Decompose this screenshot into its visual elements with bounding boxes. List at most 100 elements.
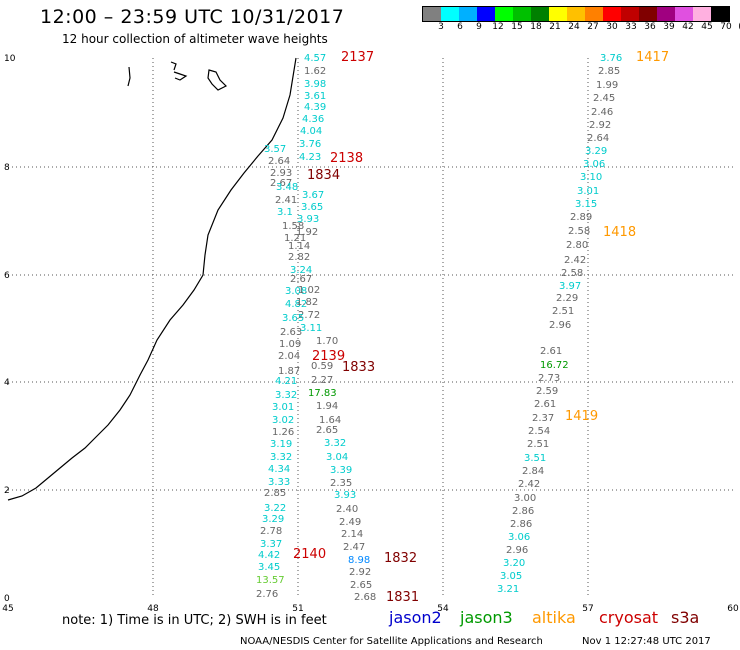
satellite-legend-item: s3a <box>671 608 700 627</box>
wave-height-label: 4.36 <box>302 114 324 125</box>
wave-height-label: 2.92 <box>349 567 371 578</box>
color-swatch <box>621 7 639 21</box>
color-swatch <box>675 7 693 21</box>
wave-height-label: 2.86 <box>512 506 534 517</box>
wave-height-label: 2.64 <box>268 156 290 167</box>
wave-height-label: 2.67 <box>270 178 292 189</box>
observation-labels: 4.57 1.62 3.983.614.394.364.04 3.76 4.23 3.57… <box>256 53 622 603</box>
wave-height-label: 2.89 <box>570 212 592 223</box>
pass-id-label: 1834 <box>307 168 340 183</box>
wave-height-label: 3.33 <box>268 477 290 488</box>
wave-height-label: 2.61 <box>540 346 562 357</box>
footer-timestamp: Nov 1 12:27:48 UTC 2017 <box>582 636 711 647</box>
wave-height-label: 2.46 <box>591 107 613 118</box>
wave-height-label: 3.51 <box>524 453 546 464</box>
lat-tick-label: 2 <box>4 486 10 496</box>
color-scale-label: 39 <box>663 22 675 32</box>
wave-height-label: 3.11 <box>300 323 322 334</box>
wave-height-label: 2.92 <box>589 120 611 131</box>
wave-height-label: 1.58 <box>282 221 304 232</box>
wave-height-label: 2.82 <box>288 252 310 263</box>
color-scale-label: 42 <box>682 22 694 32</box>
color-swatch <box>585 7 603 21</box>
wave-height-label: 3.10 <box>580 172 602 183</box>
wave-height-label: 3.67 <box>302 190 324 201</box>
pass-id-label: 1832 <box>384 551 417 566</box>
wave-height-label: 1.82 <box>296 297 318 308</box>
wave-height-label: 2.61 <box>534 399 556 410</box>
wave-height-label: 2.35 <box>330 478 352 489</box>
wave-height-label: 3.76 <box>299 139 321 150</box>
wave-height-label: 2.67 <box>290 274 312 285</box>
footer-credit: NOAA/NESDIS Center for Satellite Applica… <box>240 636 543 647</box>
color-scale-label: 45 <box>701 22 713 32</box>
island-1 <box>127 66 131 87</box>
color-scale-label: (ft) <box>738 22 740 32</box>
color-swatch <box>513 7 531 21</box>
wave-height-label: 2.72 <box>298 310 320 321</box>
wave-height-label: 16.72 <box>540 360 569 371</box>
wave-height-label: 3.39 <box>330 465 352 476</box>
wave-height-label: 17.83 <box>308 388 337 399</box>
map-title: 12:00 – 23:59 UTC 10/31/2017 <box>40 6 345 28</box>
wave-height-label: 1.02 <box>298 285 320 296</box>
color-swatch <box>459 7 477 21</box>
color-scale-label: 12 <box>492 22 504 32</box>
pass-id-label: 1419 <box>565 409 598 424</box>
lat-tick-label: 0 <box>4 594 10 604</box>
pass-id-label: 2140 <box>293 547 326 562</box>
wave-height-label: 2.45 <box>593 93 615 104</box>
wave-height-label: 2.40 <box>336 504 358 515</box>
lat-tick-label: 4 <box>4 378 10 388</box>
wave-height-label: 1.87 <box>278 366 300 377</box>
wave-height-label: 3.32 <box>324 438 346 449</box>
pass-id-label: 2137 <box>341 50 374 65</box>
wave-height-label: 4.21 <box>275 376 297 387</box>
wave-height-label: 1.62 <box>304 66 326 77</box>
lat-tick-label: 8 <box>4 163 10 173</box>
lon-tick-label: 54 <box>437 604 449 614</box>
wave-height-label: 2.63 <box>280 327 302 338</box>
wave-height-label: 3.97 <box>559 281 581 292</box>
wave-height-label: 3.93 <box>334 490 356 501</box>
pass-id-label: 1417 <box>636 50 669 65</box>
wave-height-label: 2.58 <box>568 226 590 237</box>
wave-height-label: 3.19 <box>270 439 292 450</box>
wave-height-label: 3.65 <box>301 202 323 213</box>
wave-height-label: 3.08 <box>285 286 307 297</box>
wave-height-label: 3.76 <box>600 53 622 64</box>
color-swatch <box>657 7 675 21</box>
wave-height-label: 4.82 <box>285 299 307 310</box>
wave-height-label: 2.47 <box>343 542 365 553</box>
wave-height-label: 2.68 <box>354 592 376 603</box>
wave-height-label: 2.64 <box>587 133 609 144</box>
wave-height-label: 3.22 <box>264 503 286 514</box>
coastline-mainland <box>7 57 297 501</box>
wave-height-label: 3.61 <box>304 91 326 102</box>
wave-height-label: 3.37 <box>260 539 282 550</box>
color-scale-label: 9 <box>476 22 482 32</box>
color-scale-label: 21 <box>549 22 561 32</box>
wave-height-label: 3.05 <box>500 571 522 582</box>
satellite-legend-item: altika <box>532 608 576 627</box>
wave-height-label: 3.1 <box>277 207 293 218</box>
wave-height-label: 4.34 <box>268 464 290 475</box>
wave-height-label: 1.64 <box>319 415 341 426</box>
lon-tick-label: 51 <box>292 604 303 614</box>
wave-height-label: 2.58 <box>561 268 583 279</box>
wave-height-label: 2.96 <box>506 545 528 556</box>
color-swatch <box>567 7 585 21</box>
wave-height-label: 3.48 <box>276 182 298 193</box>
pass-id-label: 2139 <box>312 349 345 364</box>
wave-height-label: 3.57 <box>264 144 286 155</box>
wave-height-label: 2.96 <box>549 320 571 331</box>
wave-height-label: 1.21 <box>284 233 306 244</box>
lon-tick-label: 60 <box>727 604 739 614</box>
wave-height-label: 3.06 <box>583 159 605 170</box>
wave-height-label: 4.57 <box>304 53 326 64</box>
wave-height-label: 3.24 <box>290 265 312 276</box>
wave-height-label: 1.09 <box>279 339 301 350</box>
pass-id-label: 1833 <box>342 360 375 375</box>
